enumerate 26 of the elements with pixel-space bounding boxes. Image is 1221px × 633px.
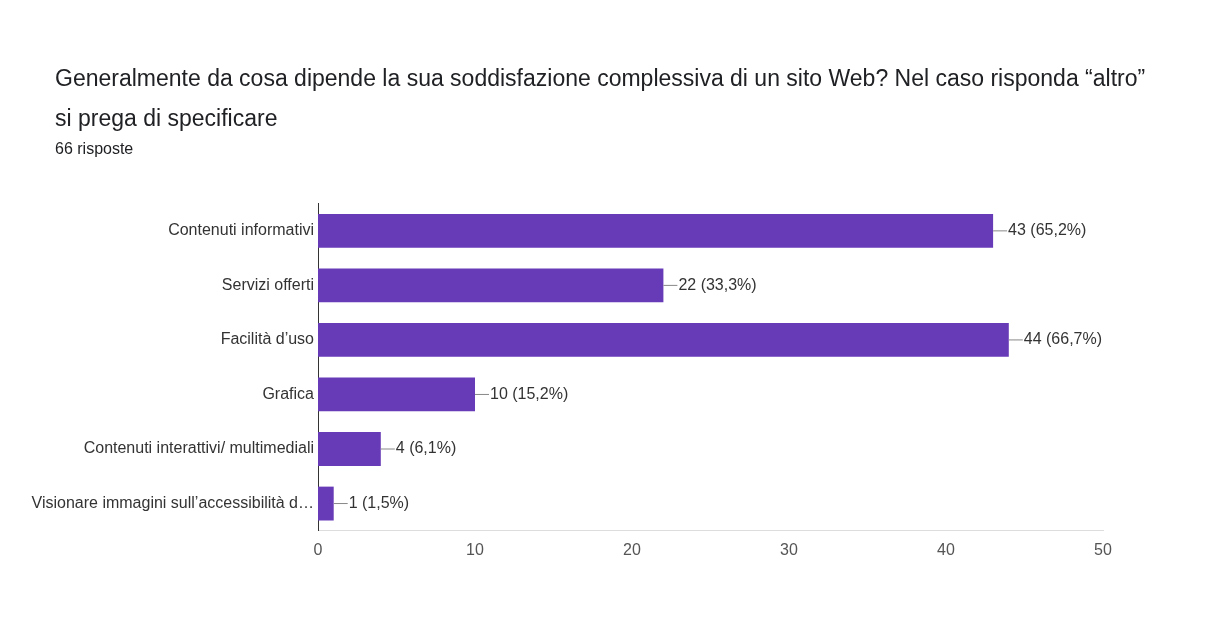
text: 66 risposte (55, 140, 134, 158)
data-label: 4 (6,1%) (395, 439, 457, 457)
x-tick-label: 20 (623, 540, 641, 558)
x-tick-label: 50 (1094, 540, 1112, 558)
data-label: 44 (66,7%) (1023, 330, 1103, 348)
x-tick-label: 0 (313, 540, 323, 558)
y-tick-label: Contenuti informativi (168, 221, 314, 239)
bar (318, 377, 475, 412)
bar (318, 486, 334, 521)
bar (318, 268, 664, 303)
x-tick-label: 40 (937, 540, 955, 558)
x-tick-label: 10 (466, 540, 484, 558)
chart-title: Generalmente da cosa dipende la sua soddisfazione complessiva di un sito Web? Nel caso risponda “altro” si prega di specificare (55, 64, 1147, 133)
y-tick-label: Facilità d’uso (220, 330, 315, 348)
y-tick-label: Servizi offerti (221, 275, 314, 293)
y-tick-label: Visionare immagini sull’accessibilità d… (31, 493, 314, 511)
data-label: 10 (15,2%) (490, 384, 569, 402)
y-tick-label: Grafica (262, 384, 315, 402)
y-tick-label: Contenuti interattivi/ multimediali (83, 439, 314, 457)
bar (318, 323, 1009, 357)
data-label: 43 (65,2%) (1008, 221, 1087, 239)
bar (318, 432, 381, 466)
x-tick-label: 30 (780, 540, 798, 558)
bar (318, 213, 994, 248)
data-label: 1 (1,5%) (348, 493, 410, 511)
data-label: 22 (33,3%) (678, 275, 757, 293)
